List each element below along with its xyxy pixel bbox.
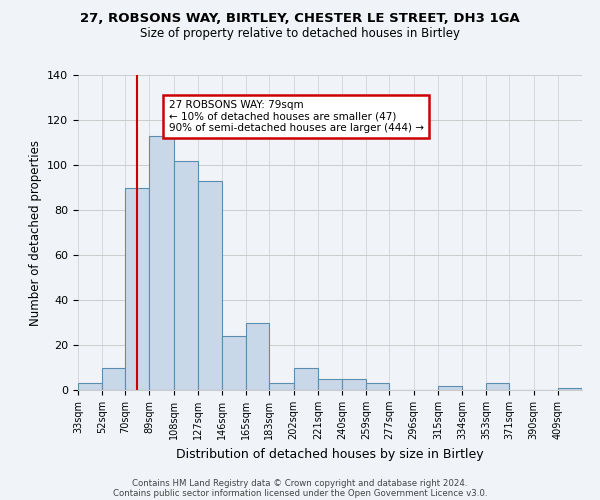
Bar [558, 388, 582, 390]
Bar [222, 336, 247, 390]
Y-axis label: Number of detached properties: Number of detached properties [29, 140, 41, 326]
Text: Contains public sector information licensed under the Open Government Licence v3: Contains public sector information licen… [113, 488, 487, 498]
Bar [102, 368, 125, 390]
Bar [247, 322, 269, 390]
Text: 27, ROBSONS WAY, BIRTLEY, CHESTER LE STREET, DH3 1GA: 27, ROBSONS WAY, BIRTLEY, CHESTER LE STR… [80, 12, 520, 26]
Bar [318, 379, 342, 390]
Bar [367, 383, 389, 390]
Bar [78, 383, 102, 390]
Bar [125, 188, 149, 390]
Text: 27 ROBSONS WAY: 79sqm
← 10% of detached houses are smaller (47)
90% of semi-deta: 27 ROBSONS WAY: 79sqm ← 10% of detached … [169, 100, 424, 133]
Text: Contains HM Land Registry data © Crown copyright and database right 2024.: Contains HM Land Registry data © Crown c… [132, 478, 468, 488]
Bar [293, 368, 318, 390]
Bar [269, 383, 293, 390]
Text: Size of property relative to detached houses in Birtley: Size of property relative to detached ho… [140, 28, 460, 40]
Bar [198, 180, 222, 390]
Bar [487, 383, 509, 390]
Bar [149, 136, 173, 390]
Bar [173, 160, 198, 390]
Bar [438, 386, 462, 390]
Bar [342, 379, 367, 390]
X-axis label: Distribution of detached houses by size in Birtley: Distribution of detached houses by size … [176, 448, 484, 460]
